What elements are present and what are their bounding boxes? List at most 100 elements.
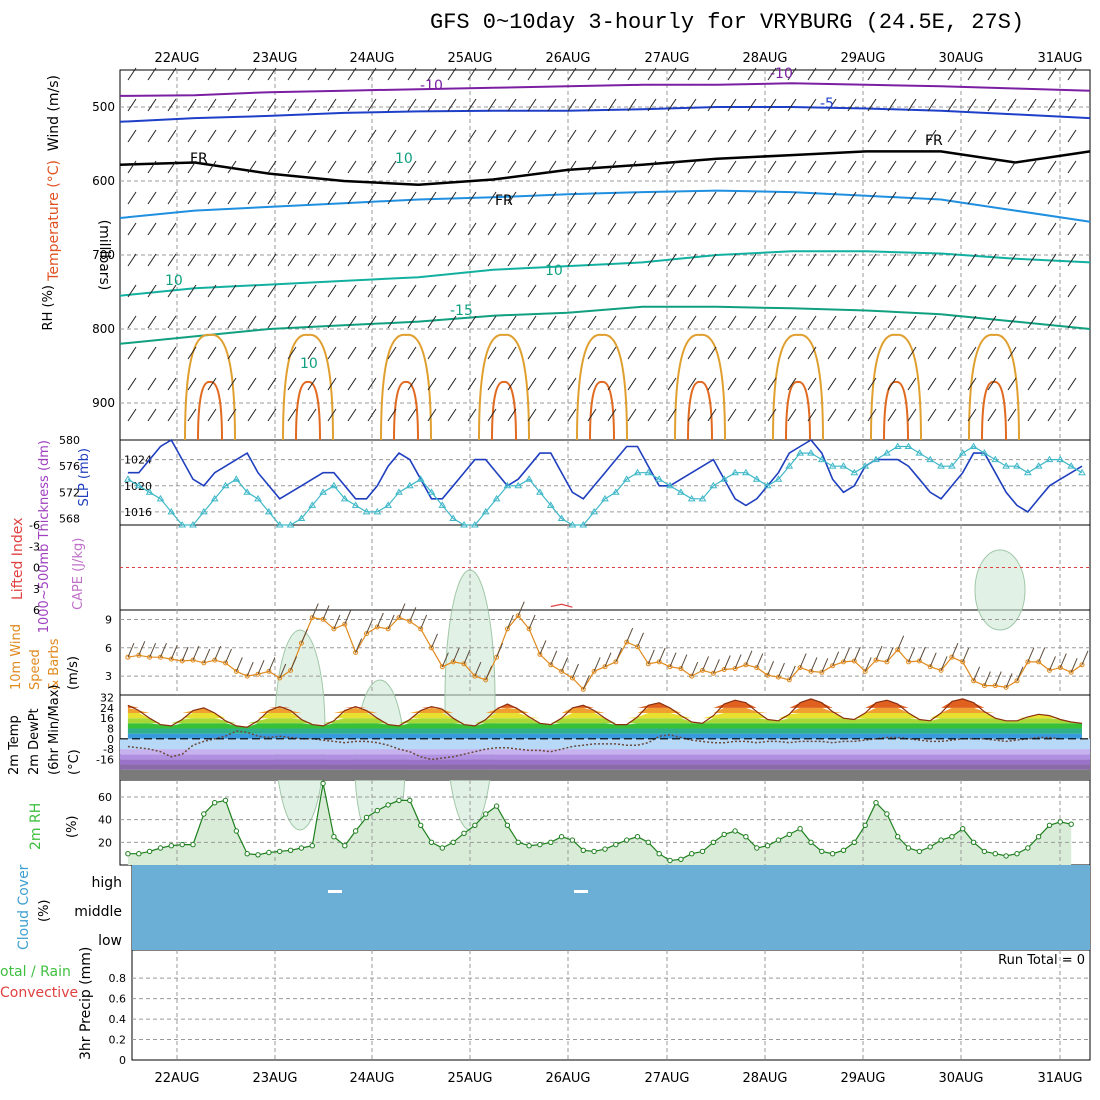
wind-speed-point <box>233 668 239 674</box>
wind-barb <box>441 652 449 667</box>
rh-point <box>905 845 912 851</box>
upper-barb <box>1027 253 1037 267</box>
temp-ytick-32: 32 <box>100 692 114 705</box>
upper-barb <box>487 377 497 391</box>
li-ytick-4: 6 <box>33 604 40 617</box>
rh-point <box>537 841 543 848</box>
upper-barb <box>127 253 137 267</box>
thickness-point <box>915 449 924 456</box>
upper-barb <box>707 191 717 205</box>
upper-barb <box>407 129 417 143</box>
upper-barb <box>687 67 697 81</box>
wind-speed-point <box>960 659 966 665</box>
upper-barb <box>367 222 377 236</box>
upper-barb <box>927 315 937 329</box>
upper-barb <box>567 377 577 391</box>
upper-barb <box>487 160 497 174</box>
rh-ylabel-1: (%) <box>65 816 80 839</box>
wind-speed-point <box>201 660 207 666</box>
thickness-point <box>145 488 154 495</box>
thickness-point <box>460 521 468 528</box>
wind-barb <box>637 632 644 648</box>
upper-barb <box>347 160 357 174</box>
wind-speed-point <box>645 661 651 667</box>
upper-barb <box>307 67 317 81</box>
upper-barb <box>987 160 997 174</box>
upper-barb <box>1047 129 1057 143</box>
wind-speed-point <box>1079 662 1085 668</box>
upper-barb <box>667 160 677 174</box>
wind-speed-point <box>624 639 630 645</box>
wind-speed-point <box>439 664 445 670</box>
rh-point <box>613 841 619 848</box>
upper-barb <box>607 284 617 298</box>
rh-point <box>634 834 641 840</box>
thickness-point <box>785 462 794 469</box>
precip-ytick-0: 0 <box>119 1054 126 1067</box>
upper-barb <box>847 222 857 236</box>
wind-ylabel-part-3: (m/s) <box>66 656 81 690</box>
top-date-26AUG: 26AUG <box>545 51 590 66</box>
top-date-30AUG: 30AUG <box>938 51 983 66</box>
upper-barb <box>627 346 637 360</box>
upper-barb <box>747 408 757 422</box>
upper-barb <box>227 408 237 422</box>
contour-label-3: FR <box>190 151 208 167</box>
upper-barb <box>347 129 357 143</box>
upper-barb <box>967 129 977 143</box>
wind-speed-point <box>147 654 153 660</box>
wind-speed-point <box>483 677 489 683</box>
li-ytick-0: -6 <box>29 519 40 532</box>
rh-point <box>992 851 998 857</box>
upper-barb <box>387 67 397 81</box>
rh-point <box>461 830 467 836</box>
wind-speed-point <box>765 672 771 678</box>
upper-barb <box>447 129 457 143</box>
wind-speed-point <box>494 654 500 660</box>
thickness-point <box>557 514 566 521</box>
upper-barb <box>147 346 157 360</box>
upper-barb <box>867 377 877 391</box>
upper-barb <box>267 408 277 422</box>
upper-barb <box>927 160 937 174</box>
upper-barb <box>807 67 817 81</box>
upper-barb <box>447 191 457 205</box>
upper-barb <box>687 377 697 391</box>
wind-barb <box>908 647 915 663</box>
thickness-point <box>373 507 382 515</box>
cloud-level-middle: middle <box>74 904 122 920</box>
wind-barb <box>257 660 265 675</box>
upper-barb <box>627 408 637 422</box>
upper-barb <box>407 222 417 236</box>
upper-barb <box>407 67 417 81</box>
wind-speed-point <box>298 640 304 646</box>
upper-barb <box>767 98 777 112</box>
rh-point <box>667 857 673 864</box>
thickness-point <box>395 488 403 495</box>
upper-barb <box>1047 315 1057 329</box>
upper-barb <box>667 346 677 360</box>
upper-barb <box>447 253 457 267</box>
upper-barb <box>907 408 917 422</box>
upper-barb <box>787 67 797 81</box>
upper-barb <box>407 98 417 112</box>
upper-barb <box>807 346 817 360</box>
upper-barb <box>847 284 857 298</box>
upper-ytick-800: 800 <box>92 322 115 336</box>
upper-barb <box>887 222 897 236</box>
thickness-point <box>319 488 327 495</box>
upper-barb <box>1007 284 1017 298</box>
upper-barb <box>927 284 937 298</box>
upper-barb <box>1047 222 1057 236</box>
upper-barb <box>507 315 517 329</box>
thickness-point <box>362 507 371 515</box>
upper-barb <box>927 346 937 360</box>
upper-barb <box>347 408 357 422</box>
upper-barb <box>547 222 557 236</box>
upper-barb <box>327 129 337 143</box>
upper-barb <box>567 98 577 112</box>
upper-barb <box>347 253 357 267</box>
wind-speed-point <box>884 659 890 665</box>
upper-barb <box>767 284 777 298</box>
wind-barb <box>235 657 243 672</box>
